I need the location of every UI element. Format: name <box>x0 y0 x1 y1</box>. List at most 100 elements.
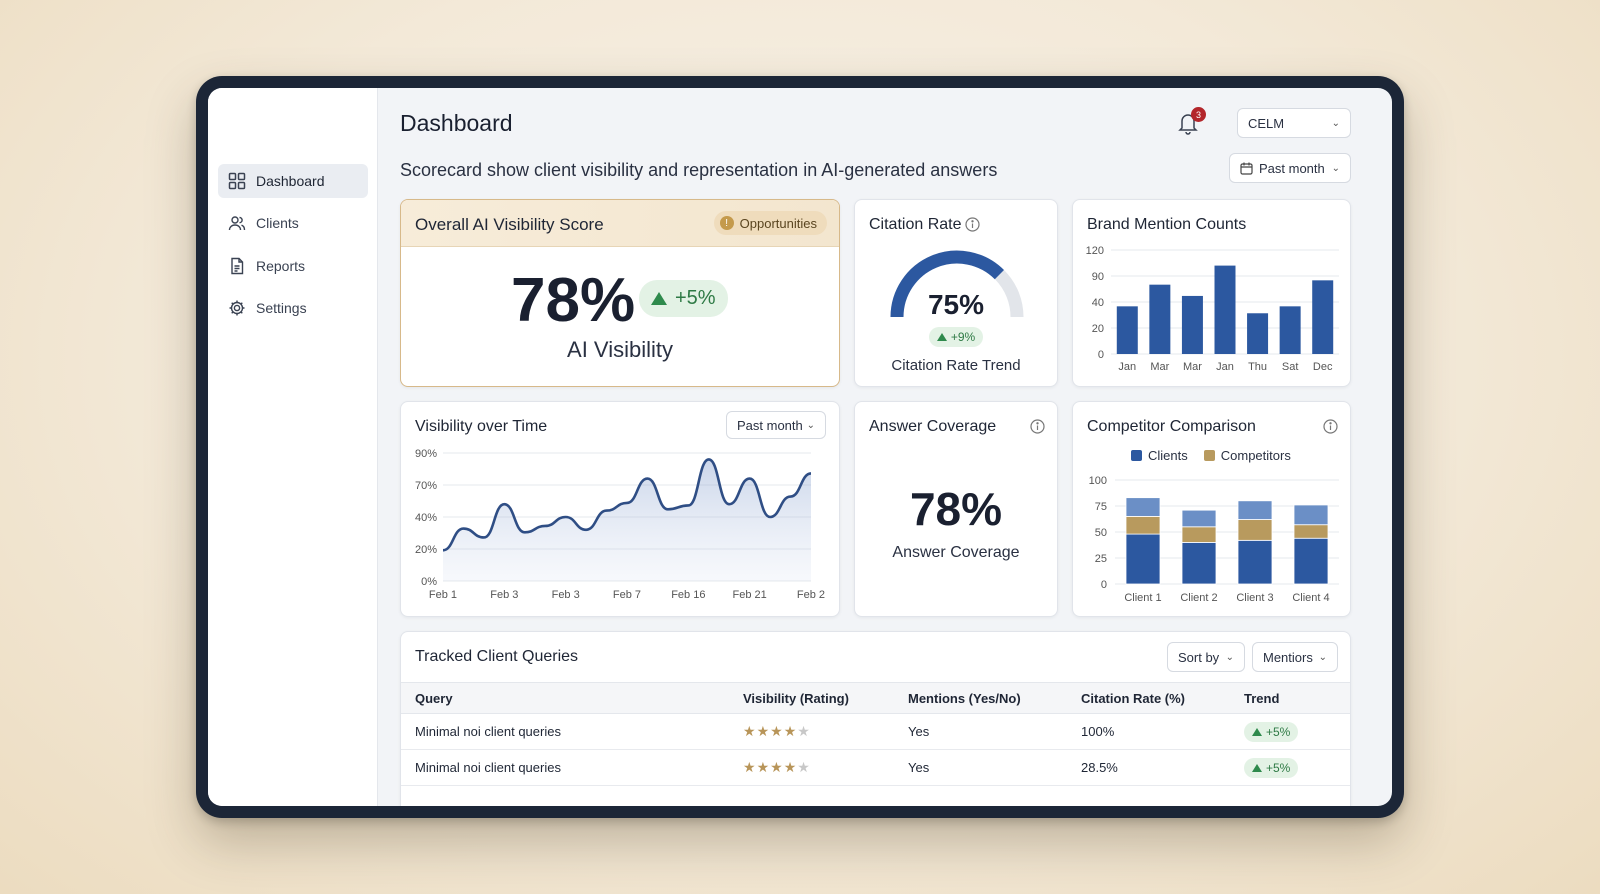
info-icon[interactable] <box>1030 419 1045 434</box>
x-tick-label: Feb 7 <box>613 589 641 601</box>
card-title: Overall AI Visibility Score <box>415 215 604 234</box>
stacked-bar-segment <box>1125 533 1161 585</box>
column-header[interactable]: Mentions (Yes/No) <box>894 682 1067 714</box>
card-title: Answer Coverage <box>869 418 997 435</box>
gauge-fill <box>890 250 1004 318</box>
bar <box>1247 313 1269 354</box>
card-title: Citation Rate <box>869 216 962 233</box>
sidebar-item-reports[interactable]: Reports <box>218 249 368 283</box>
bar <box>1149 284 1171 354</box>
chevron-down-icon: ⌄ <box>1318 651 1327 663</box>
brand-mentions-card: Brand Mention Counts 120 90 40 20 0 Jan Mar Mar… <box>1072 199 1351 387</box>
star-filled-icon: ★ <box>743 723 757 739</box>
x-tick-label: Client 2 <box>1180 592 1217 604</box>
table-row[interactable]: Minimal noi client queries ★★★★★ Yes 100… <box>401 713 1350 750</box>
card-title: Competitor Comparison <box>1087 418 1256 435</box>
opportunities-badge[interactable]: ! Opportunities <box>713 211 827 235</box>
column-header[interactable]: Trend <box>1230 682 1350 714</box>
answer-coverage-card: Answer Coverage 78% Answer Coverage <box>854 401 1058 617</box>
period-select-value: Past month <box>1259 160 1325 176</box>
x-tick-label: Client 4 <box>1292 592 1329 604</box>
change-value: +5% <box>675 287 716 309</box>
bell-icon[interactable] <box>1177 111 1199 135</box>
trend-up-icon <box>1252 763 1262 772</box>
visibility-line-chart: 90% 70% 40% 20% 0%Feb 1 Feb 3 Feb 3 Feb 7 Feb 16… <box>415 448 825 601</box>
chevron-down-icon: ⌄ <box>1225 651 1234 663</box>
y-tick-label: 0 <box>1101 579 1107 591</box>
queries-table: Query Visibility (Rating) Mentions (Yes/… <box>401 682 1350 786</box>
visibility-label: AI Visibility <box>567 337 673 362</box>
mentions-filter-select[interactable]: Mentiors ⌄ <box>1252 642 1338 672</box>
trend-cell: +5% <box>1230 749 1350 786</box>
area-fill <box>443 459 811 581</box>
mentions-cell: Yes <box>894 713 1067 750</box>
bar <box>1214 265 1236 354</box>
x-tick-label: Feb 3 <box>490 589 518 601</box>
visibility-value: 78% <box>511 266 636 335</box>
table-row[interactable]: Minimal noi client queries ★★★★★ Yes 28.… <box>401 749 1350 786</box>
series-line <box>442 458 812 552</box>
y-tick-label: 20 <box>1092 323 1104 335</box>
change-value: +9% <box>950 330 976 344</box>
trend-value: +5% <box>1266 760 1291 775</box>
period-select[interactable]: Past month ⌄ <box>1229 153 1351 183</box>
coverage-value: 78% <box>909 483 1003 535</box>
stacked-bar-segment <box>1293 524 1329 539</box>
bar <box>1279 306 1301 354</box>
time-period-select[interactable]: Past month ⌄ <box>726 411 826 439</box>
info-icon[interactable] <box>1323 419 1338 434</box>
card-title: Brand Mention Counts <box>1087 216 1247 233</box>
sidebar-item-settings[interactable]: Settings <box>218 291 368 325</box>
query-cell: Minimal noi client queries <box>401 713 729 750</box>
column-header[interactable]: Query <box>401 682 729 714</box>
star-filled-icon: ★ <box>743 759 757 775</box>
sidebar-item-dashboard[interactable]: Dashboard <box>218 164 368 198</box>
stacked-bar-segment <box>1125 497 1161 517</box>
account-select[interactable]: CELM ⌄ <box>1237 108 1351 138</box>
badge-label: Opportunities <box>739 215 817 231</box>
citation-cell: 100% <box>1067 713 1230 750</box>
coverage-label: Answer Coverage <box>892 544 1020 561</box>
chevron-down-icon: ⌄ <box>1331 162 1340 174</box>
star-filled-icon: ★ <box>770 759 784 775</box>
x-tick-label: Feb 16 <box>671 589 705 601</box>
page-title: Dashboard <box>400 110 513 136</box>
visibility-change-pill: +5% <box>639 280 728 317</box>
filter-label: Mentiors <box>1263 649 1313 665</box>
sidebar-item-clients[interactable]: Clients <box>218 206 368 240</box>
legend-swatch-competitors <box>1203 450 1215 461</box>
card-title: Tracked Client Queries <box>415 648 579 665</box>
calendar-icon <box>1240 162 1253 175</box>
brand-mentions-chart: 120 90 40 20 0 Jan Mar Mar Jan Thu Sat Dec <box>1086 245 1339 373</box>
trend-cell: +5% <box>1230 713 1350 750</box>
x-tick-label: Feb 1 <box>429 589 457 601</box>
trend-pill: +5% <box>1244 757 1299 778</box>
account-select-value: CELM <box>1248 115 1285 131</box>
x-tick-label: Feb 21 <box>733 589 767 601</box>
column-header[interactable]: Citation Rate (%) <box>1067 682 1230 714</box>
rating-cell: ★★★★★ <box>729 749 894 786</box>
star-filled-icon: ★ <box>756 723 771 739</box>
legend-swatch-clients <box>1131 450 1142 461</box>
citation-cell: 28.5% <box>1067 749 1230 786</box>
column-header[interactable]: Visibility (Rating) <box>729 682 894 714</box>
sort-label: Sort by <box>1178 649 1220 665</box>
star-rating: ★★★★★ <box>743 759 811 775</box>
app-screen: Dashboard Clients Reports <box>208 88 1392 806</box>
sort-select[interactable]: Sort by ⌄ <box>1167 642 1245 672</box>
x-tick-label: Dec <box>1313 361 1333 373</box>
citation-value: 75% <box>927 289 985 320</box>
device-frame: Dashboard Clients Reports <box>196 76 1404 818</box>
sidebar-item-label: Clients <box>256 215 299 231</box>
stacked-bar-segment <box>1293 537 1329 585</box>
trend-pill: +5% <box>1244 721 1299 742</box>
star-filled-icon: ★ <box>783 759 798 775</box>
trend-value: +5% <box>1266 724 1291 739</box>
chart-legend: Clients Competitors <box>1131 448 1291 463</box>
card-title: Visibility over Time <box>415 418 548 435</box>
stacked-bar-segment <box>1237 519 1273 541</box>
x-tick-label: Mar <box>1150 361 1169 373</box>
info-icon[interactable] <box>965 217 980 232</box>
y-tick-label: 0% <box>421 576 437 588</box>
chevron-down-icon: ⌄ <box>1331 117 1340 129</box>
